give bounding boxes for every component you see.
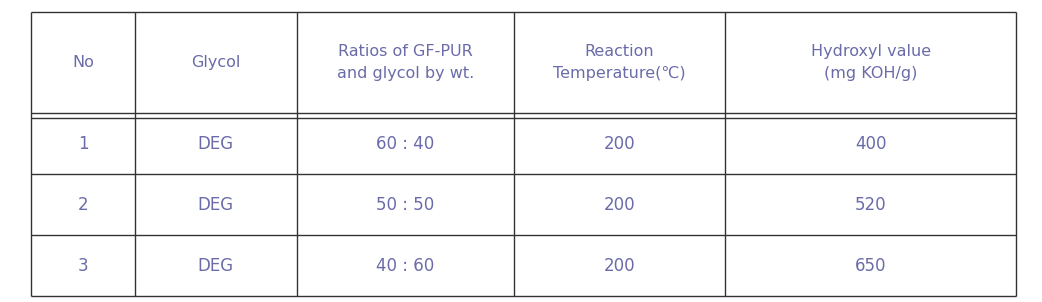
Text: 200: 200 bbox=[603, 196, 636, 214]
Text: Ratios of GF-PUR
and glycol by wt.: Ratios of GF-PUR and glycol by wt. bbox=[337, 44, 474, 81]
Text: DEG: DEG bbox=[198, 256, 234, 275]
Text: DEG: DEG bbox=[198, 196, 234, 214]
Text: 40 : 60: 40 : 60 bbox=[376, 256, 435, 275]
Text: Reaction
Temperature(℃): Reaction Temperature(℃) bbox=[553, 44, 686, 81]
Text: DEG: DEG bbox=[198, 135, 234, 153]
Text: 200: 200 bbox=[603, 135, 636, 153]
Text: 2: 2 bbox=[78, 196, 89, 214]
Text: 200: 200 bbox=[603, 256, 636, 275]
Text: Glycol: Glycol bbox=[191, 55, 241, 70]
Text: 50 : 50: 50 : 50 bbox=[376, 196, 435, 214]
Text: 400: 400 bbox=[854, 135, 887, 153]
Text: 60 : 40: 60 : 40 bbox=[376, 135, 435, 153]
Text: 3: 3 bbox=[78, 256, 89, 275]
Text: 650: 650 bbox=[854, 256, 887, 275]
Text: 1: 1 bbox=[78, 135, 89, 153]
Text: Hydroxyl value
(mg KOH/g): Hydroxyl value (mg KOH/g) bbox=[811, 44, 931, 81]
Text: 520: 520 bbox=[854, 196, 887, 214]
Text: No: No bbox=[72, 55, 94, 70]
